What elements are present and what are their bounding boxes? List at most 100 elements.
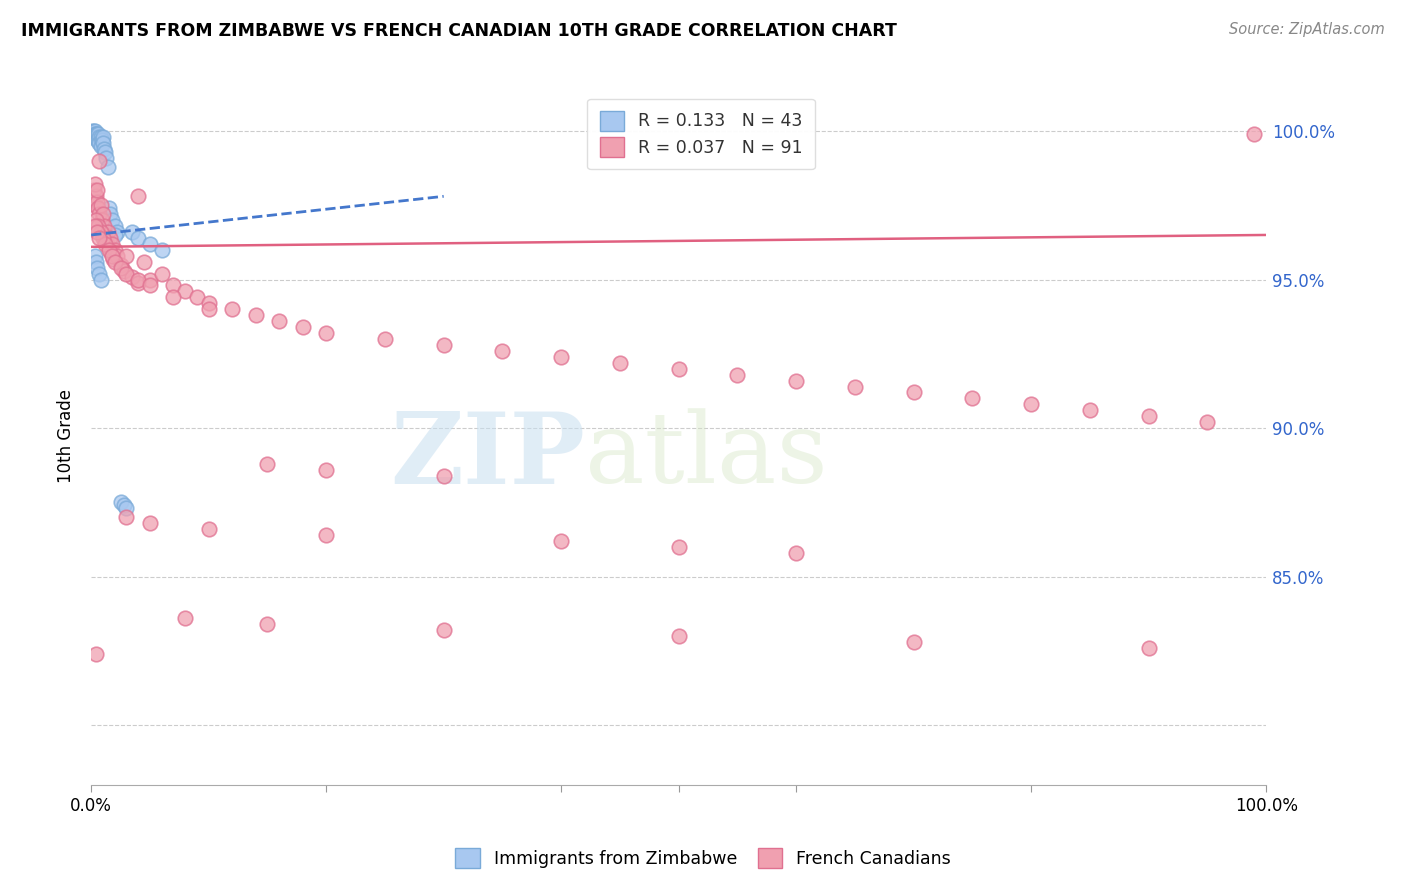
Point: [139, 236, 162, 251]
Point: [433, 338, 456, 352]
Point: [101, 236, 124, 251]
Point: [104, 227, 127, 242]
Point: [1197, 415, 1219, 429]
Point: [315, 528, 337, 542]
Point: [668, 540, 690, 554]
Point: [186, 290, 208, 304]
Point: [197, 296, 219, 310]
Point: [127, 276, 149, 290]
Point: [86, 129, 108, 144]
Point: [97, 201, 120, 215]
Point: [1019, 397, 1042, 411]
Point: [94, 145, 117, 159]
Point: [91, 129, 114, 144]
Point: [89, 267, 111, 281]
Point: [844, 379, 866, 393]
Point: [89, 231, 111, 245]
Text: IMMIGRANTS FROM ZIMBABWE VS FRENCH CANADIAN 10TH GRADE CORRELATION CHART: IMMIGRANTS FROM ZIMBABWE VS FRENCH CANAD…: [21, 22, 897, 40]
Point: [90, 272, 112, 286]
Legend: R = 0.133   N = 43, R = 0.037   N = 91: R = 0.133 N = 43, R = 0.037 N = 91: [588, 98, 814, 169]
Point: [433, 624, 456, 638]
Point: [433, 468, 456, 483]
Point: [609, 356, 631, 370]
Point: [93, 219, 115, 233]
Point: [91, 207, 114, 221]
Point: [115, 501, 138, 516]
Point: [83, 129, 105, 144]
Point: [94, 236, 117, 251]
Point: [93, 142, 115, 156]
Text: atlas: atlas: [585, 409, 827, 504]
Point: [83, 249, 105, 263]
Point: [97, 240, 120, 254]
Point: [90, 138, 112, 153]
Point: [110, 495, 132, 509]
Point: [97, 225, 120, 239]
Point: [86, 260, 108, 275]
Point: [87, 201, 110, 215]
Point: [83, 219, 105, 233]
Point: [101, 249, 124, 263]
Point: [127, 189, 149, 203]
Text: Source: ZipAtlas.com: Source: ZipAtlas.com: [1229, 22, 1385, 37]
Point: [89, 207, 111, 221]
Point: [256, 457, 278, 471]
Point: [112, 263, 135, 277]
Point: [115, 510, 138, 524]
Point: [86, 183, 108, 197]
Point: [150, 267, 173, 281]
Point: [104, 254, 127, 268]
Point: [84, 254, 107, 268]
Point: [725, 368, 748, 382]
Point: [96, 151, 118, 165]
Text: ZIP: ZIP: [389, 408, 585, 505]
Point: [84, 189, 107, 203]
Point: [121, 269, 143, 284]
Point: [89, 153, 111, 168]
Point: [97, 243, 120, 257]
Point: [84, 647, 107, 661]
Point: [1137, 409, 1160, 424]
Point: [668, 361, 690, 376]
Point: [83, 198, 105, 212]
Point: [245, 308, 267, 322]
Point: [668, 629, 690, 643]
Y-axis label: 10th Grade: 10th Grade: [58, 389, 75, 483]
Point: [315, 326, 337, 340]
Point: [785, 374, 807, 388]
Point: [197, 302, 219, 317]
Point: [903, 385, 925, 400]
Point: [97, 160, 120, 174]
Point: [491, 343, 513, 358]
Point: [315, 463, 337, 477]
Point: [87, 133, 110, 147]
Point: [89, 129, 111, 144]
Point: [83, 183, 105, 197]
Point: [104, 243, 127, 257]
Point: [256, 617, 278, 632]
Point: [101, 213, 124, 227]
Point: [550, 350, 572, 364]
Point: [90, 213, 112, 227]
Point: [903, 635, 925, 649]
Point: [89, 136, 111, 150]
Point: [139, 272, 162, 286]
Point: [115, 249, 138, 263]
Point: [83, 178, 105, 192]
Point: [105, 249, 128, 263]
Point: [221, 302, 243, 317]
Point: [139, 278, 162, 293]
Point: [110, 258, 132, 272]
Point: [84, 213, 107, 227]
Point: [162, 290, 184, 304]
Point: [550, 534, 572, 549]
Point: [103, 252, 125, 266]
Point: [91, 231, 114, 245]
Point: [82, 124, 104, 138]
Point: [1078, 403, 1101, 417]
Point: [127, 231, 149, 245]
Point: [150, 243, 173, 257]
Point: [84, 127, 107, 141]
Point: [90, 129, 112, 144]
Point: [90, 225, 112, 239]
